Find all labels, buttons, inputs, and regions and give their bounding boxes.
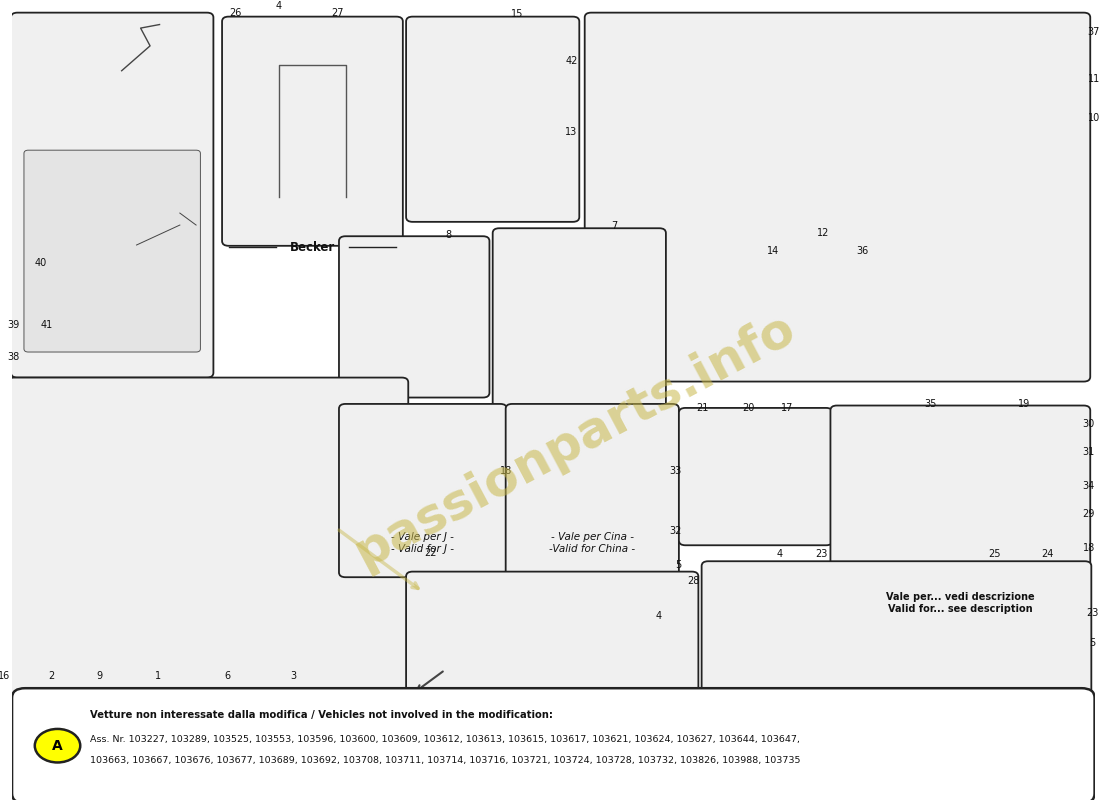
FancyBboxPatch shape [406,17,580,222]
FancyBboxPatch shape [339,404,507,578]
Text: 23: 23 [815,549,827,558]
Text: 3: 3 [290,671,296,681]
Text: Becker: Becker [289,241,336,254]
FancyBboxPatch shape [406,572,698,694]
Text: 9: 9 [97,671,102,681]
Text: 15: 15 [510,9,522,18]
Text: 20: 20 [742,402,755,413]
Text: 29: 29 [1082,510,1094,519]
FancyBboxPatch shape [493,228,666,410]
Text: 32: 32 [670,526,682,537]
Text: 25: 25 [868,694,880,705]
Text: Becker - Sensori di parcheggio -
Becker - Parking sensors -: Becker - Sensori di parcheggio - Becker … [806,708,987,730]
Text: 13: 13 [565,127,578,138]
Text: 36: 36 [856,246,868,256]
FancyBboxPatch shape [24,150,200,352]
Text: 5: 5 [674,560,681,570]
Text: - Vale per J -
- Valid for J -: - Vale per J - - Valid for J - [392,532,454,554]
Text: 4: 4 [777,549,783,558]
Text: 41: 41 [41,320,53,330]
Text: Vale per... vedi descrizione
Valid for... see description: Vale per... vedi descrizione Valid for..… [886,592,1035,614]
FancyBboxPatch shape [339,236,490,398]
FancyBboxPatch shape [8,378,408,694]
FancyBboxPatch shape [585,13,1090,382]
FancyBboxPatch shape [830,406,1090,582]
Text: 33: 33 [670,466,682,476]
Text: Ass. Nr. 103227, 103289, 103525, 103553, 103596, 103600, 103609, 103612, 103613,: Ass. Nr. 103227, 103289, 103525, 103553,… [90,735,800,744]
Text: - Vale per Cina -
-Valid for China -: - Vale per Cina - -Valid for China - [549,532,636,554]
Text: 10: 10 [1088,113,1100,123]
Text: 38: 38 [8,352,20,362]
Text: 18: 18 [1082,543,1094,553]
Text: 17: 17 [781,402,793,413]
Text: 28: 28 [686,576,700,586]
FancyBboxPatch shape [506,404,679,578]
Text: 26: 26 [229,8,242,18]
FancyBboxPatch shape [702,562,1091,694]
Text: 19: 19 [1019,398,1031,409]
Text: 18: 18 [499,466,512,476]
Text: 7: 7 [612,221,618,231]
Text: 11: 11 [1088,74,1100,83]
Text: A: A [52,738,63,753]
FancyBboxPatch shape [11,13,213,378]
Text: 23: 23 [1086,608,1099,618]
Text: 16: 16 [0,671,11,681]
Text: 25: 25 [988,549,1001,558]
Text: 31: 31 [1082,447,1094,458]
Text: 21: 21 [696,402,708,413]
Text: 12: 12 [816,228,829,238]
Text: 40: 40 [34,258,46,268]
Text: 8: 8 [446,230,452,240]
Text: 42: 42 [565,55,578,66]
Text: 27: 27 [331,8,344,18]
Text: passionparts.info: passionparts.info [346,304,804,578]
Text: 6: 6 [224,671,230,681]
Text: 14: 14 [768,246,780,256]
FancyBboxPatch shape [12,688,1094,800]
FancyBboxPatch shape [222,17,403,246]
Text: 4: 4 [656,611,661,621]
Text: 24: 24 [1041,549,1054,558]
Text: 34: 34 [1082,481,1094,490]
Circle shape [35,729,80,762]
Text: 30: 30 [1082,418,1094,429]
FancyBboxPatch shape [679,408,833,546]
Text: 24: 24 [815,694,827,705]
Text: 103663, 103667, 103676, 103677, 103689, 103692, 103708, 103711, 103714, 103716, : 103663, 103667, 103676, 103677, 103689, … [90,755,801,765]
Text: Vetture non interessate dalla modifica / Vehicles not involved in the modificati: Vetture non interessate dalla modifica /… [90,710,553,720]
Text: 5: 5 [1089,638,1096,648]
Text: 4: 4 [276,1,282,11]
Text: 37: 37 [1088,27,1100,37]
Text: Bose: Bose [536,690,569,702]
Text: 2: 2 [48,671,54,681]
Text: 35: 35 [924,398,937,409]
Text: 39: 39 [8,320,20,330]
Text: 22: 22 [425,548,437,558]
Text: 1: 1 [154,671,161,681]
